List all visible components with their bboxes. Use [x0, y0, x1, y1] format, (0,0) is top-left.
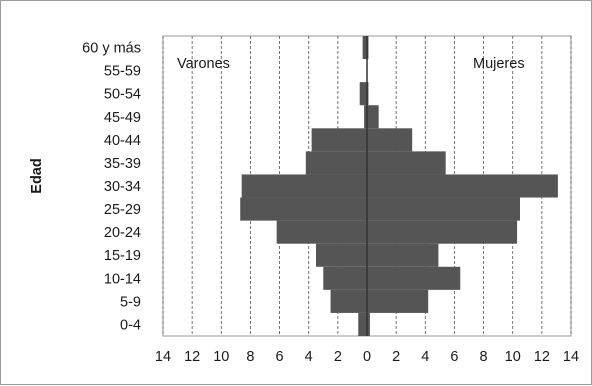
bar-mujeres [367, 312, 370, 336]
x-tick-label: 12 [184, 349, 200, 365]
age-tick-label: 55-59 [104, 64, 141, 80]
bar-mujeres [367, 105, 379, 129]
x-tick-label: 6 [450, 349, 458, 365]
bar-mujeres [367, 243, 439, 267]
age-tick-label: 35-39 [104, 156, 141, 172]
age-tick-label: 0-4 [120, 317, 141, 333]
age-tick-label: 45-49 [104, 110, 141, 126]
bar-mujeres [367, 151, 446, 175]
x-tick-label: 2 [334, 349, 342, 365]
bar-varones [311, 128, 367, 152]
x-tick-label: 12 [534, 349, 550, 365]
x-tick-label: 2 [392, 349, 400, 365]
age-tick-label: 40-44 [104, 133, 141, 149]
bar-varones [241, 174, 367, 198]
bar-varones [359, 82, 367, 106]
bar-mujeres [367, 128, 413, 152]
bar-varones [240, 197, 367, 221]
age-tick-label: 15-19 [104, 248, 141, 264]
bar-varones [276, 220, 367, 244]
age-tick-label: 20-24 [104, 225, 141, 241]
bar-mujeres [367, 266, 461, 290]
age-tick-label: 25-29 [104, 202, 141, 218]
x-tick-label: 4 [305, 349, 313, 365]
annotation-mujeres: Mujeres [473, 56, 525, 72]
annotation-varones: Varones [177, 56, 230, 72]
x-tick-label: 10 [505, 349, 521, 365]
age-tick-label: 50-54 [104, 87, 141, 103]
age-tick-label: 60 y más [82, 41, 141, 57]
bar-varones [323, 266, 367, 290]
bar-varones [362, 36, 367, 60]
bar-mujeres [367, 197, 520, 221]
age-tick-label: 10-14 [104, 271, 141, 287]
x-tick-label: 4 [421, 349, 429, 365]
x-tick-label: 14 [563, 349, 579, 365]
x-tick-label: 6 [276, 349, 284, 365]
y-axis-label: Edad [29, 158, 45, 193]
x-tick-label: 8 [480, 349, 488, 365]
bar-varones [305, 151, 367, 175]
x-tick-label: 0 [363, 349, 371, 365]
bar-mujeres [367, 174, 558, 198]
x-tick-label: 8 [246, 349, 254, 365]
x-tick-label: 14 [155, 349, 171, 365]
bar-varones [330, 289, 367, 313]
x-tick-label: 10 [213, 349, 229, 365]
bar-varones [364, 105, 367, 129]
age-tick-label: 5-9 [120, 294, 141, 310]
age-tick-label: 30-34 [104, 179, 141, 195]
bar-varones [358, 312, 367, 336]
bar-mujeres [367, 289, 429, 313]
bar-varones [316, 243, 367, 267]
bar-mujeres [367, 220, 518, 244]
